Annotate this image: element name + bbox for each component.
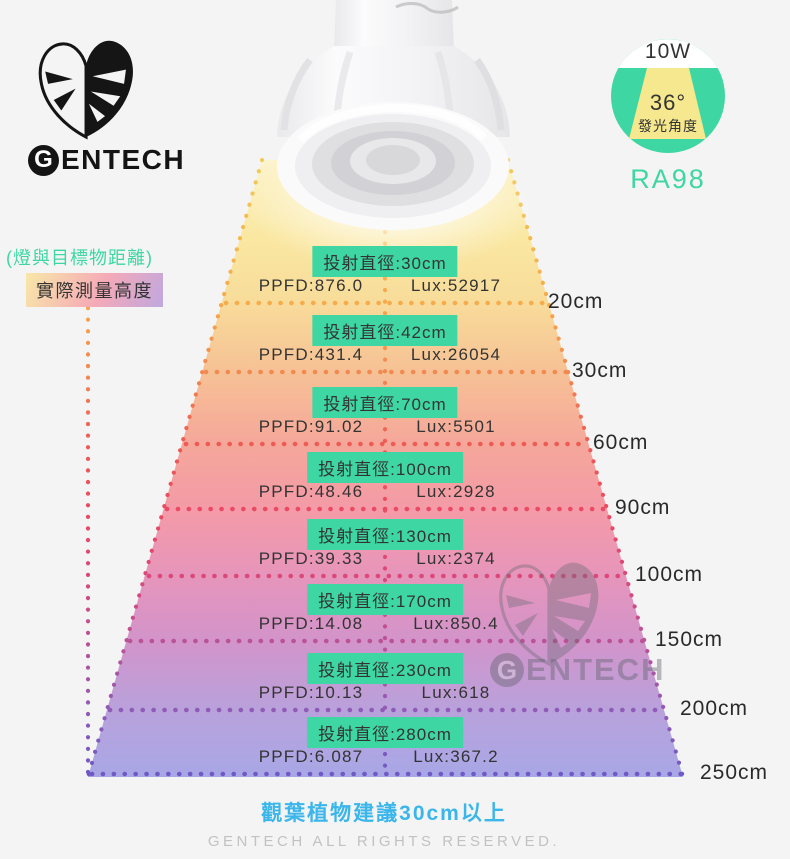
ppfd-value: PPFD:14.08 bbox=[258, 614, 364, 633]
distance-label: 250cm bbox=[700, 761, 769, 784]
projection-diameter-badge: 投射直徑:170cm bbox=[307, 584, 463, 615]
lux-value: Lux:2928 bbox=[416, 482, 496, 501]
ppfd-value: PPFD:48.46 bbox=[258, 482, 364, 501]
lux-value: Lux:2374 bbox=[416, 549, 496, 568]
brand-logo: G ENTECH bbox=[28, 144, 185, 176]
distance-label: 30cm bbox=[572, 359, 628, 382]
projection-diameter-badge: 投射直徑:230cm bbox=[307, 653, 463, 684]
watermark-logo: G ENTECH bbox=[490, 652, 665, 688]
projection-diameter-badge: 投射直徑:130cm bbox=[307, 519, 463, 550]
copyright-text: GENTECH ALL RIGHTS RESERVED. bbox=[207, 833, 561, 850]
badge-beam-cone-icon bbox=[629, 68, 706, 139]
lux-value: Lux:367.2 bbox=[413, 747, 499, 766]
lux-value: Lux:5501 bbox=[416, 417, 496, 436]
lux-value: Lux:26054 bbox=[410, 345, 502, 364]
cri-label: RA98 bbox=[630, 164, 706, 194]
beam-angle-label: 發光角度 bbox=[638, 118, 698, 134]
distance-note-label: (燈與目標物距離) bbox=[6, 248, 153, 268]
watermark-logo-g-icon: G bbox=[490, 653, 524, 687]
wattage-label: 10W bbox=[644, 40, 692, 63]
ppfd-value: PPFD:876.0 bbox=[258, 276, 364, 295]
distance-label: 150cm bbox=[655, 628, 724, 651]
watermark-logo-text: ENTECH bbox=[526, 652, 666, 687]
lux-value: Lux:850.4 bbox=[413, 614, 499, 633]
projection-diameter-badge: 投射直徑:100cm bbox=[307, 452, 463, 483]
logo-text: ENTECH bbox=[61, 144, 186, 175]
logo-g-icon: G bbox=[28, 144, 59, 176]
plant-recommendation-text: 觀葉植物建議30cm以上 bbox=[261, 802, 507, 825]
measurement-lines bbox=[89, 300, 686, 777]
projection-diameter-badge: 投射直徑:70cm bbox=[312, 387, 458, 418]
projection-diameter-badge: 投射直徑:42cm bbox=[312, 315, 458, 346]
distance-label: 200cm bbox=[680, 697, 749, 720]
distance-label: 90cm bbox=[615, 496, 671, 519]
lux-value: Lux:618 bbox=[421, 683, 491, 702]
measured-height-label: 實際測量高度 bbox=[26, 273, 163, 307]
ppfd-value: PPFD:10.13 bbox=[258, 683, 364, 702]
distance-label: 100cm bbox=[635, 563, 704, 586]
beam-angle-value: 36° bbox=[649, 90, 687, 115]
cone-edge-right-dotted bbox=[505, 157, 686, 780]
lux-value: Lux:52917 bbox=[410, 276, 502, 295]
ppfd-value: PPFD:91.02 bbox=[258, 417, 364, 436]
distance-label: 60cm bbox=[593, 431, 649, 454]
spec-badge bbox=[611, 39, 725, 153]
cone-edge-left-dotted bbox=[85, 157, 265, 780]
projection-diameter-badge: 投射直徑:280cm bbox=[307, 717, 463, 748]
monstera-leaf-icon bbox=[38, 39, 135, 139]
ppfd-value: PPFD:39.33 bbox=[258, 549, 364, 568]
distance-label: 20cm bbox=[548, 290, 604, 313]
badge-top-cap bbox=[618, 39, 718, 68]
projection-diameter-badge: 投射直徑:30cm bbox=[312, 246, 458, 277]
led-bulb-illustration bbox=[277, 0, 510, 230]
ppfd-value: PPFD:431.4 bbox=[258, 345, 364, 364]
ppfd-value: PPFD:6.087 bbox=[258, 747, 364, 766]
